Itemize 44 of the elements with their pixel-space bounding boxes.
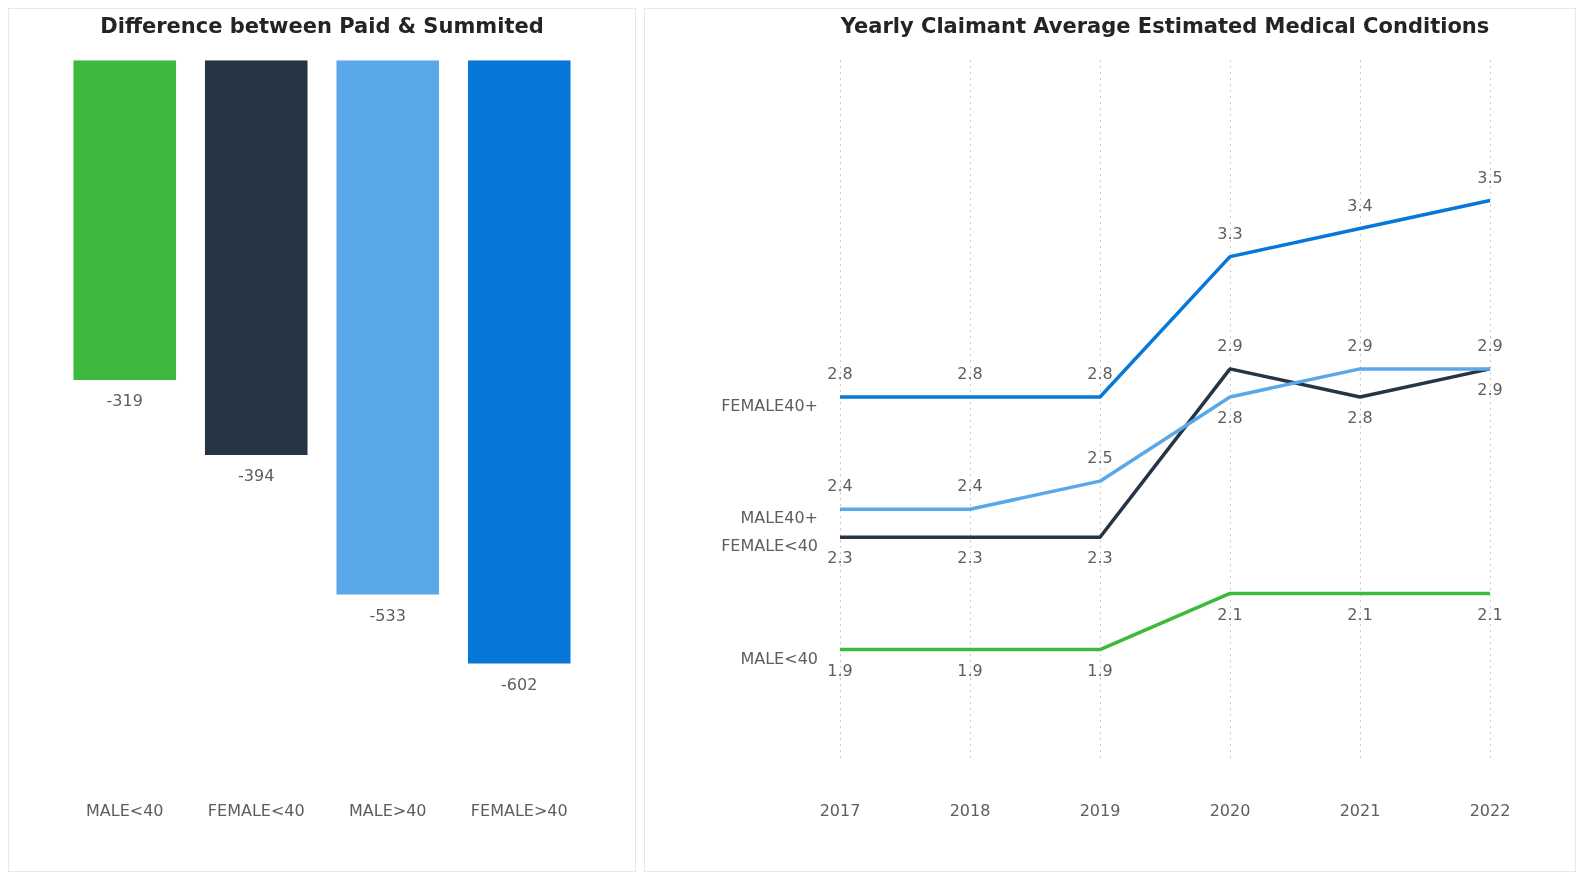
data-label: 2.8 <box>1347 408 1373 428</box>
data-label: 1.9 <box>957 660 983 680</box>
data-label: 2.1 <box>1217 604 1243 624</box>
series-label: FEMALE40+ <box>721 396 818 416</box>
series-label: MALE40+ <box>740 508 818 528</box>
data-label: 3.3 <box>1217 223 1243 243</box>
data-label: 2.5 <box>1087 448 1113 468</box>
chart-title: Difference between Paid & Summited <box>100 14 544 39</box>
data-label: 2.9 <box>1477 336 1503 356</box>
series-label: FEMALE<40 <box>721 536 818 556</box>
chart-title: Yearly Claimant Average Estimated Medical Conditions <box>839 14 1490 39</box>
data-label: -394 <box>238 466 275 486</box>
data-label: 2.9 <box>1217 336 1243 356</box>
x-tick-label: 2022 <box>1469 800 1511 820</box>
x-tick-label: FEMALE>40 <box>470 800 568 820</box>
data-label: 2.8 <box>827 364 853 384</box>
x-tick-label: 2020 <box>1209 800 1251 820</box>
x-tick-label: 2019 <box>1079 800 1121 820</box>
data-label: 2.1 <box>1477 604 1503 624</box>
data-label: 3.5 <box>1477 167 1503 187</box>
data-label: 2.8 <box>1087 364 1113 384</box>
x-tick-label: FEMALE<40 <box>207 800 305 820</box>
data-label: -602 <box>501 674 538 694</box>
data-label: 2.3 <box>1087 548 1113 568</box>
data-label: 2.8 <box>957 364 983 384</box>
data-label: 3.4 <box>1347 195 1373 215</box>
data-label: 1.9 <box>827 660 853 680</box>
x-tick-label: 2018 <box>949 800 991 820</box>
data-label: -319 <box>106 391 143 411</box>
data-label: 2.4 <box>957 476 983 496</box>
x-tick-label: 2017 <box>819 800 861 820</box>
data-label: 2.3 <box>957 548 983 568</box>
x-tick-label: 2021 <box>1339 800 1381 820</box>
series-label: MALE<40 <box>740 648 818 668</box>
data-label: 2.9 <box>1347 336 1373 356</box>
data-label: 2.9 <box>1477 380 1503 400</box>
data-label: 2.3 <box>827 548 853 568</box>
data-label: 2.1 <box>1347 604 1373 624</box>
x-tick-label: MALE>40 <box>348 800 427 820</box>
data-label: 2.8 <box>1217 408 1243 428</box>
data-label: 1.9 <box>1087 660 1113 680</box>
x-tick-label: MALE<40 <box>85 800 164 820</box>
data-label: 2.4 <box>827 476 853 496</box>
data-label: -533 <box>369 605 406 625</box>
